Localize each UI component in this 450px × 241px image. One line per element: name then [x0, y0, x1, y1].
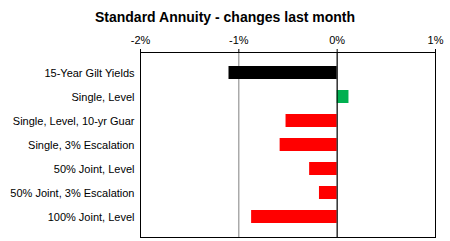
- html-text:Standard Annuity - changes las: Standard Annuity - changes last month: [95, 9, 355, 25]
- svg-text:50% Joint, 3% Escalation: 50% Joint, 3% Escalation: [10, 187, 134, 199]
- svg-text:Single, Level, 10-yr Guar: Single, Level, 10-yr Guar: [13, 115, 135, 127]
- svg-text:Single, 3% Escalation: Single, 3% Escalation: [28, 139, 134, 151]
- svg-text:15-Year Gilt Yields: 15-Year Gilt Yields: [44, 67, 135, 79]
- svg-text:0%: 0%: [329, 34, 345, 46]
- svg-text:50% Joint, Level: 50% Joint, Level: [54, 163, 135, 175]
- svg-text:100% Joint, Level: 100% Joint, Level: [48, 211, 135, 223]
- svg-text:1%: 1%: [428, 34, 444, 46]
- svg-text:-2%: -2%: [131, 34, 151, 46]
- svg-text:-1%: -1%: [229, 34, 249, 46]
- svg-text:Single, Level: Single, Level: [72, 91, 135, 103]
